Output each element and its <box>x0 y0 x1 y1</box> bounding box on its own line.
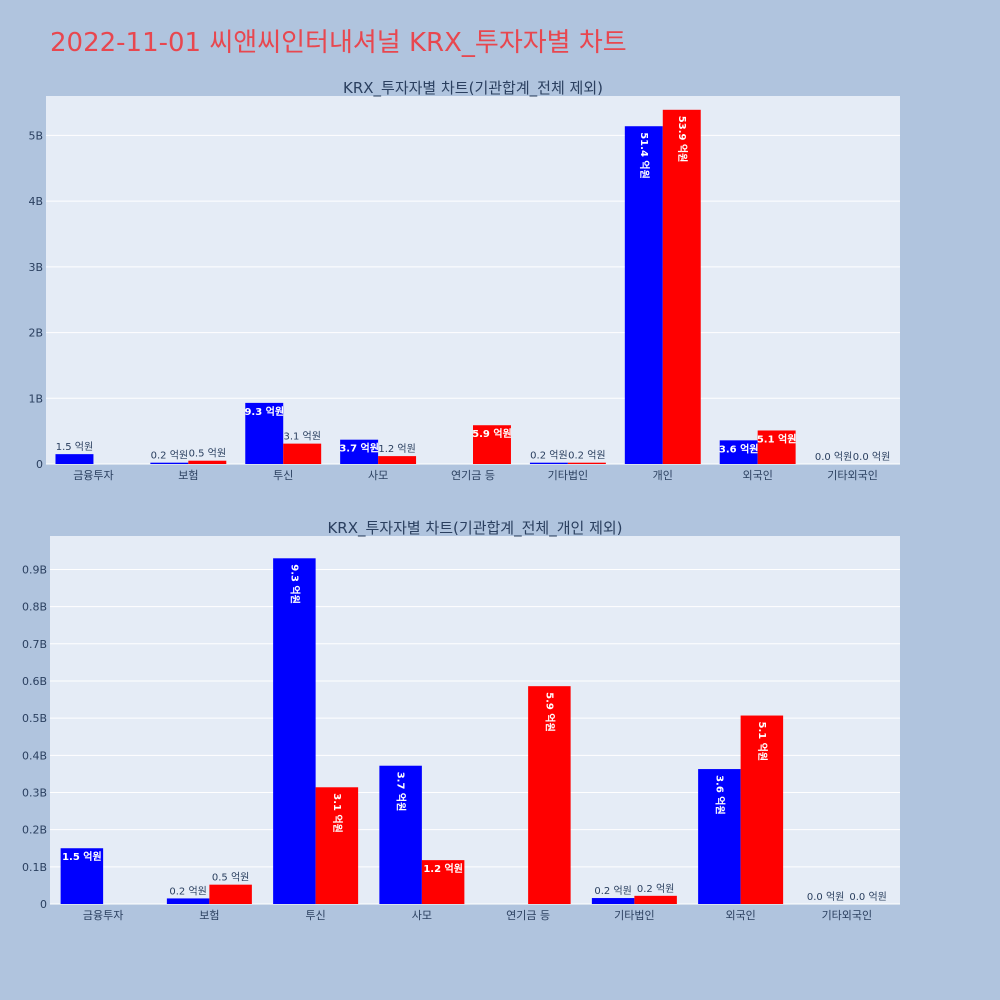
data-label: 5.9 억원 <box>543 692 556 732</box>
data-label: 9.3 억원 <box>288 564 301 604</box>
bar-buy <box>55 454 94 464</box>
y-tick-label: 0.2B <box>22 824 47 837</box>
y-tick-label: 4B <box>28 195 43 208</box>
x-tick-label: 외국인 <box>725 909 755 922</box>
page-title: 2022-11-01 씨앤씨인터내셔널 KRX_투자자별 차트 <box>50 28 627 58</box>
x-tick-label: 보험 <box>178 469 198 482</box>
y-tick-label: 0.1B <box>22 861 47 874</box>
y-tick-label: 1B <box>28 392 43 405</box>
data-label: 3.1 억원 <box>331 793 344 833</box>
data-label: 3.6 억원 <box>719 442 759 455</box>
bar-sell <box>634 895 677 904</box>
x-tick-label: 투신 <box>273 469 293 482</box>
plot-area <box>46 96 900 464</box>
data-label: 5.1 억원 <box>757 432 797 445</box>
bar-sell <box>421 860 465 904</box>
x-tick-label: 개인 <box>653 469 673 482</box>
data-label: 5.1 억원 <box>756 722 769 762</box>
data-label: 0.5 억원 <box>212 872 249 884</box>
chart-title: KRX_투자자별 차트(기관합계_전체_개인 제외) <box>327 519 622 538</box>
data-label: 0.2 억원 <box>637 883 674 895</box>
bar-buy <box>60 848 104 904</box>
bar-buy <box>591 898 635 904</box>
data-label: 0.2 억원 <box>530 450 567 462</box>
data-label: 0.2 억원 <box>169 885 206 897</box>
bar-sell <box>188 460 227 464</box>
y-tick-label: 0.8B <box>22 601 47 614</box>
data-label: 0.0 억원 <box>815 451 852 463</box>
data-label: 0.0 억원 <box>849 891 886 903</box>
bar-sell <box>740 715 784 904</box>
data-label: 3.7 억원 <box>339 442 379 455</box>
data-label: 0.5 억원 <box>189 448 226 460</box>
y-tick-label: 2B <box>28 327 43 340</box>
y-tick-label: 0 <box>36 458 43 471</box>
data-label: 51.4 억원 <box>638 132 651 179</box>
data-label: 1.5 억원 <box>56 441 93 453</box>
data-label: 53.9 억원 <box>676 116 689 163</box>
x-tick-label: 기타법인 <box>614 909 654 922</box>
y-tick-label: 0.9B <box>22 563 47 576</box>
y-tick-label: 0 <box>40 898 47 911</box>
x-tick-label: 기타법인 <box>548 469 588 482</box>
x-tick-label: 기타외국인 <box>822 909 873 922</box>
data-label: 5.9 억원 <box>472 427 512 440</box>
data-label: 1.2 억원 <box>423 862 463 875</box>
data-label: 1.5 억원 <box>62 850 102 863</box>
bar-sell <box>757 430 796 464</box>
bar-buy <box>719 440 758 464</box>
bar-sell <box>209 884 252 904</box>
data-label: 0.2 억원 <box>151 450 188 462</box>
bar-buy <box>150 462 189 464</box>
x-tick-label: 기타외국인 <box>827 469 878 482</box>
data-label: 0.0 억원 <box>807 891 844 903</box>
x-tick-label: 금융투자 <box>83 909 123 922</box>
data-label: 1.2 억원 <box>378 443 415 455</box>
bar-buy <box>273 558 316 904</box>
bar-sell <box>662 109 701 465</box>
x-tick-label: 사모 <box>412 909 432 922</box>
bar-sell <box>528 686 571 904</box>
bar-buy <box>698 769 741 904</box>
y-tick-label: 0.6B <box>22 675 47 688</box>
chart-top: KRX_투자자별 차트(기관합계_전체 제외) 0 1B 2B 3B 4B 5B 금융투자 1.… <box>28 79 900 482</box>
x-tick-label: 보험 <box>199 909 219 922</box>
bar-sell <box>378 456 417 464</box>
y-tick-label: 0.5B <box>22 712 47 725</box>
bar-sell <box>567 462 606 464</box>
data-label: 0.0 억원 <box>853 451 890 463</box>
bar-buy <box>529 462 568 464</box>
data-label: 0.2 억원 <box>568 450 605 462</box>
y-tick-label: 5B <box>28 129 43 142</box>
bar-buy <box>166 898 210 904</box>
data-label: 3.1 억원 <box>283 431 320 443</box>
x-tick-label: 연기금 등 <box>506 909 550 922</box>
bar-buy <box>379 765 422 904</box>
data-label: 3.7 억원 <box>395 772 408 812</box>
bar-sell <box>283 443 322 464</box>
data-label: 9.3 억원 <box>244 405 284 418</box>
bar-sell <box>473 425 511 464</box>
y-tick-label: 0.3B <box>22 786 47 799</box>
x-tick-label: 외국인 <box>742 469 772 482</box>
x-tick-label: 연기금 등 <box>451 469 495 482</box>
chart-title: KRX_투자자별 차트(기관합계_전체 제외) <box>343 79 603 98</box>
bar-sell <box>315 787 359 904</box>
x-tick-label: 투신 <box>306 909 326 922</box>
bar-buy <box>245 402 284 464</box>
bar-buy <box>340 439 379 464</box>
x-tick-label: 금융투자 <box>73 469 113 482</box>
y-tick-label: 0.4B <box>22 749 47 762</box>
y-tick-label: 3B <box>28 261 43 274</box>
data-label: 3.6 억원 <box>713 775 726 815</box>
data-label: 0.2 억원 <box>594 885 631 897</box>
y-tick-label: 0.7B <box>22 638 47 651</box>
x-tick-label: 사모 <box>368 469 388 482</box>
bar-buy <box>624 126 663 464</box>
